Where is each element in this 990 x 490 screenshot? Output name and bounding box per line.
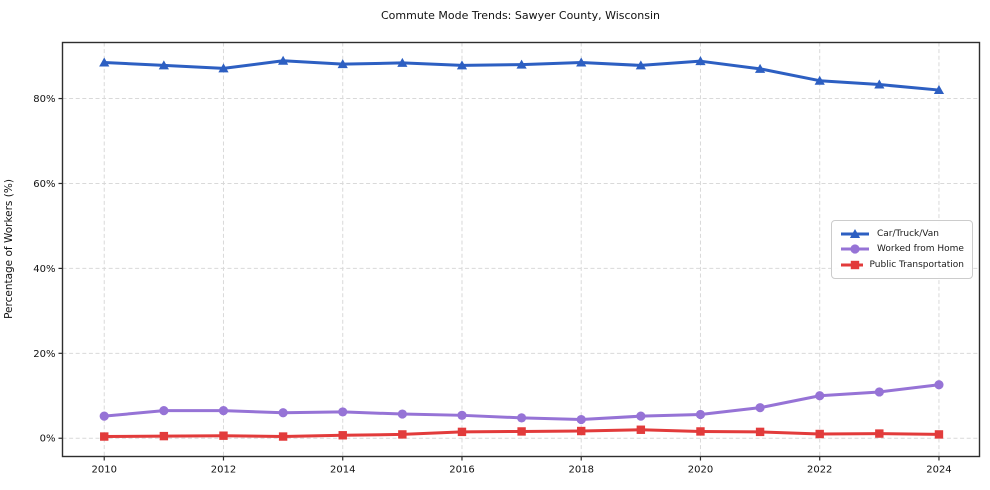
legend-item-worked-from-home: Worked from Home	[840, 242, 964, 257]
legend: Car/Truck/Van Worked from Home Public Tran…	[831, 220, 973, 279]
data-point-marker	[850, 244, 860, 255]
y-tick-label: 60%	[33, 179, 55, 190]
data-point-marker	[755, 403, 765, 413]
data-point-marker	[456, 60, 468, 70]
data-point-marker	[219, 431, 228, 440]
data-point-marker	[875, 429, 884, 438]
x-tick-label: 2014	[330, 465, 355, 476]
data-point-marker	[218, 63, 229, 73]
data-point-marker	[278, 432, 288, 441]
data-point-marker	[636, 411, 646, 421]
data-point-marker	[695, 409, 706, 420]
data-point-marker	[933, 85, 945, 95]
data-point-marker	[934, 430, 944, 439]
chart-title: Commute Mode Trends: Sawyer County, Wisc…	[380, 9, 660, 22]
data-point-marker	[814, 75, 825, 85]
data-point-marker	[397, 409, 407, 419]
data-point-marker	[517, 427, 526, 436]
tick-layer: 2010 2012 2014 2016 2018 2020 2022 2024 0% 20% 40%…	[33, 94, 951, 475]
data-point-marker	[159, 406, 169, 416]
triangle-marker-icon	[841, 228, 869, 238]
legend-item-public-transportation: Public Transportation	[840, 258, 964, 273]
data-point-marker	[338, 407, 348, 417]
data-point-marker	[337, 59, 348, 69]
x-tick-label: 2016	[449, 465, 474, 476]
x-tick-label: 2022	[807, 465, 832, 476]
data-point-marker	[576, 57, 587, 67]
series-car-truck-van	[99, 55, 945, 95]
circle-marker-icon	[841, 244, 869, 255]
data-point-marker	[815, 391, 825, 401]
x-tick-label: 2024	[926, 465, 951, 476]
data-point-marker	[99, 57, 110, 67]
y-axis-label: Percentage of Workers (%)	[3, 179, 15, 319]
y-tick-label: 20%	[33, 349, 55, 360]
axes-spines	[61, 41, 981, 458]
x-tick-label: 2018	[568, 465, 593, 476]
y-tick-label: 0%	[40, 434, 56, 445]
data-point-marker	[218, 406, 229, 416]
data-point-marker	[99, 411, 109, 421]
legend-item-car-truck-van: Car/Truck/Van	[840, 226, 964, 241]
data-point-marker	[457, 410, 467, 420]
data-point-marker	[754, 63, 766, 73]
data-point-marker	[636, 425, 646, 434]
legend-label: Public Transportation	[869, 260, 964, 271]
x-tick-label: 2010	[92, 465, 117, 476]
series-public-transportation	[100, 425, 944, 441]
data-point-marker	[158, 60, 169, 70]
data-point-marker	[577, 426, 586, 436]
data-point-marker	[159, 431, 169, 441]
data-point-marker	[338, 431, 347, 440]
data-point-marker	[874, 79, 885, 89]
data-point-marker	[278, 55, 289, 65]
data-point-marker	[696, 427, 705, 436]
data-point-marker	[635, 60, 646, 70]
data-point-marker	[850, 260, 860, 270]
legend-label: Car/Truck/Van	[877, 228, 939, 239]
data-point-marker	[849, 228, 861, 238]
data-point-marker	[398, 430, 407, 439]
data-point-marker	[695, 56, 706, 66]
square-marker-icon	[841, 260, 863, 270]
data-point-marker	[576, 414, 586, 425]
y-tick-label: 40%	[33, 264, 55, 275]
data-point-marker	[874, 387, 884, 397]
data-point-marker	[516, 59, 527, 69]
x-tick-label: 2020	[688, 465, 713, 476]
y-tick-label: 80%	[33, 94, 55, 105]
data-point-marker	[397, 57, 408, 67]
data-point-marker	[457, 427, 467, 437]
data-point-marker	[516, 413, 527, 423]
series-worked-from-home	[99, 380, 944, 425]
data-point-marker	[934, 380, 944, 390]
data-point-marker	[815, 429, 824, 439]
data-point-marker	[755, 427, 765, 437]
legend-label: Worked from Home	[877, 244, 964, 255]
x-tick-label: 2012	[211, 465, 236, 476]
data-point-marker	[100, 432, 109, 441]
data-point-marker	[278, 408, 288, 418]
